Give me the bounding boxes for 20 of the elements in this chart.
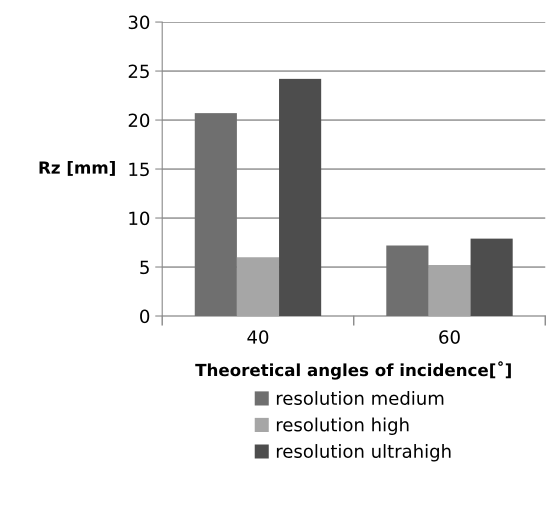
x-tick-label: 40: [247, 330, 268, 344]
y-tick-label: 25: [128, 64, 149, 78]
bar: [470, 238, 513, 316]
y-tick-label: 10: [129, 211, 150, 226]
bar: [428, 265, 471, 316]
bar: [279, 78, 322, 316]
y-tick-label: 20: [128, 114, 150, 128]
y-tick-label: 30: [128, 16, 150, 30]
y-tick-label: 0: [140, 309, 150, 324]
legend-label: resolution medium: [276, 391, 444, 406]
x-tick-label: 60: [439, 330, 460, 344]
y-axis-title: Rz [mm]: [40, 160, 115, 176]
bar: [386, 245, 428, 316]
y-tick-label: 15: [129, 162, 149, 176]
bar: [236, 257, 280, 316]
x-axis-title: Theoretical angles of incidence[˚]: [195, 361, 511, 380]
legend-label: resolution high: [276, 418, 408, 436]
legend-label: resolution ultrahigh: [276, 444, 451, 462]
bar: [194, 113, 237, 316]
y-tick-label: 5: [140, 260, 149, 274]
